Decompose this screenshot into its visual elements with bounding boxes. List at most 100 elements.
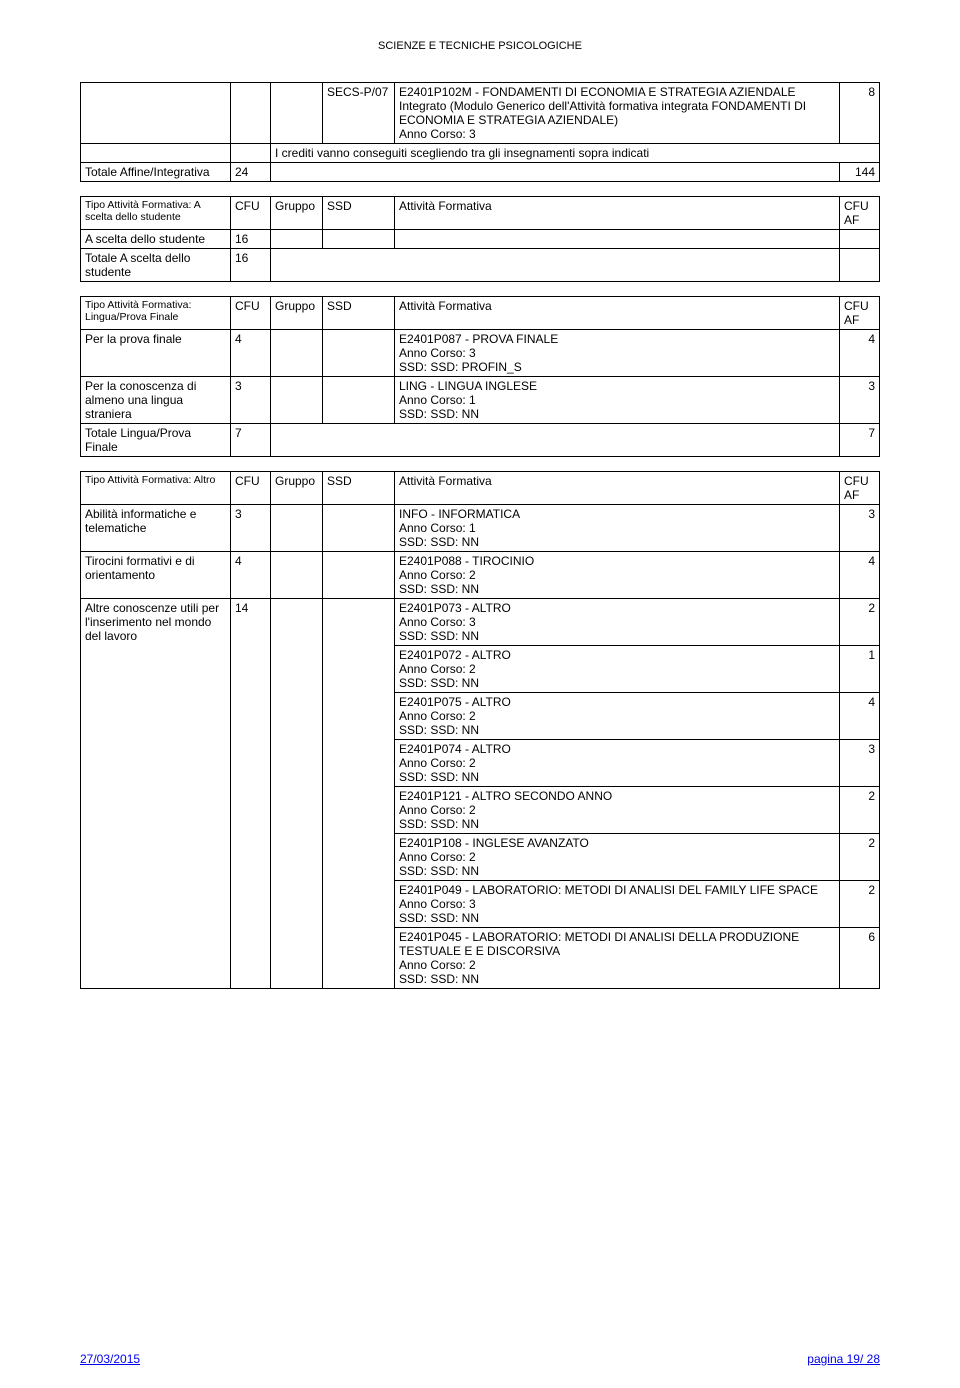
cell-empty (271, 249, 840, 282)
cell-empty (323, 230, 395, 249)
cell-empty (271, 552, 323, 599)
cell-activity: E2401P072 - ALTRO Anno Corso: 2 SSD: SSD… (395, 646, 840, 693)
col-attivita: Attività Formativa (395, 197, 840, 230)
cell-cfu-af: 2 (840, 787, 880, 834)
cell-cfu-af: 6 (840, 928, 880, 989)
cell-empty (323, 377, 395, 424)
cell-total-cfu: 24 (231, 163, 271, 182)
cell-empty (231, 83, 271, 144)
cell-activity: E2401P075 - ALTRO Anno Corso: 2 SSD: SSD… (395, 693, 840, 740)
col-ssd: SSD (323, 297, 395, 330)
cell-cfu-af: 4 (840, 330, 880, 377)
table-row: Abilità informatiche e telematiche 3 INF… (81, 505, 880, 552)
cell-total-label: Totale Lingua/Prova Finale (81, 424, 231, 457)
cell-empty (271, 330, 323, 377)
cell-cfu: 16 (231, 230, 271, 249)
cell-cfu: 14 (231, 599, 271, 989)
table-row: Per la prova finale 4 E2401P087 - PROVA … (81, 330, 880, 377)
col-gruppo: Gruppo (271, 297, 323, 330)
cell-cfu-af: 8 (840, 83, 880, 144)
cell-total-label: Totale Affine/Integrativa (81, 163, 231, 182)
cell-cfu: 3 (231, 377, 271, 424)
table-lingua-prova: Tipo Attività Formativa: Lingua/Prova Fi… (80, 296, 880, 457)
cell-cfu-af: 1 (840, 646, 880, 693)
col-cfu-af: CFU AF (840, 197, 880, 230)
cell-cfu-af: 3 (840, 505, 880, 552)
cell-empty (231, 144, 271, 163)
cell-activity: E2401P049 - LABORATORIO: METODI DI ANALI… (395, 881, 840, 928)
cell-cfu: 3 (231, 505, 271, 552)
cell-cfu-af: 3 (840, 740, 880, 787)
cell-activity: INFO - INFORMATICA Anno Corso: 1 SSD: SS… (395, 505, 840, 552)
cell-row-label: Tirocini formativi e di orientamento (81, 552, 231, 599)
table-row: Per la conoscenza di almeno una lingua s… (81, 377, 880, 424)
cell-empty (271, 599, 323, 989)
col-gruppo: Gruppo (271, 472, 323, 505)
page: SCIENZE E TECNICHE PSICOLOGICHE SECS-P/0… (0, 0, 960, 1388)
cell-empty (271, 424, 840, 457)
cell-empty (271, 163, 840, 182)
col-cfu: CFU (231, 472, 271, 505)
cell-empty (395, 230, 840, 249)
table-affine-integrativa: SECS-P/07 E2401P102M - FONDAMENTI DI ECO… (80, 82, 880, 182)
col-attivita: Attività Formativa (395, 472, 840, 505)
col-gruppo: Gruppo (271, 197, 323, 230)
cell-total-right: 7 (840, 424, 880, 457)
cell-activity: E2401P088 - TIROCINIO Anno Corso: 2 SSD:… (395, 552, 840, 599)
cell-activity: E2401P102M - FONDAMENTI DI ECONOMIA E ST… (395, 83, 840, 144)
cell-empty (840, 230, 880, 249)
cell-empty (271, 230, 323, 249)
cell-type-label: Tipo Attività Formativa: Lingua/Prova Fi… (81, 297, 231, 330)
table-row: A scelta dello studente 16 (81, 230, 880, 249)
cell-empty (323, 552, 395, 599)
cell-row-label: A scelta dello studente (81, 230, 231, 249)
cell-cfu-af: 4 (840, 693, 880, 740)
col-ssd: SSD (323, 472, 395, 505)
cell-cfu-af: 3 (840, 377, 880, 424)
cell-total-cfu: 16 (231, 249, 271, 282)
cell-empty (271, 505, 323, 552)
cell-empty (271, 83, 323, 144)
cell-empty (323, 599, 395, 989)
cell-cfu-af: 2 (840, 881, 880, 928)
table-altro: Tipo Attività Formativa: Altro CFU Grupp… (80, 471, 880, 989)
cell-activity: E2401P074 - ALTRO Anno Corso: 2 SSD: SSD… (395, 740, 840, 787)
cell-row-label: Abilità informatiche e telematiche (81, 505, 231, 552)
cell-type-label: Tipo Attività Formativa: Altro (81, 472, 231, 505)
table-row: I crediti vanno conseguiti scegliendo tr… (81, 144, 880, 163)
col-attivita: Attività Formativa (395, 297, 840, 330)
cell-row-label: Per la conoscenza di almeno una lingua s… (81, 377, 231, 424)
footer-date-link[interactable]: 27/03/2015 (80, 1352, 140, 1366)
cell-cfu-af: 4 (840, 552, 880, 599)
cell-activity: E2401P108 - INGLESE AVANZATO Anno Corso:… (395, 834, 840, 881)
cell-cfu: 4 (231, 330, 271, 377)
cell-activity: E2401P087 - PROVA FINALE Anno Corso: 3 S… (395, 330, 840, 377)
col-cfu-af: CFU AF (840, 297, 880, 330)
footer-page-link[interactable]: pagina 19/ 28 (807, 1352, 880, 1366)
cell-activity: E2401P073 - ALTRO Anno Corso: 3 SSD: SSD… (395, 599, 840, 646)
cell-total-cfu: 7 (231, 424, 271, 457)
table-header-row: Tipo Attività Formativa: A scelta dello … (81, 197, 880, 230)
cell-empty (840, 249, 880, 282)
cell-credits-note: I crediti vanno conseguiti scegliendo tr… (271, 144, 880, 163)
cell-activity: E2401P045 - LABORATORIO: METODI DI ANALI… (395, 928, 840, 989)
cell-empty (323, 330, 395, 377)
cell-type-label: Tipo Attività Formativa: A scelta dello … (81, 197, 231, 230)
col-cfu: CFU (231, 297, 271, 330)
cell-cfu-af: 2 (840, 599, 880, 646)
cell-row-label: Per la prova finale (81, 330, 231, 377)
col-cfu: CFU (231, 197, 271, 230)
cell-empty (271, 377, 323, 424)
cell-empty (81, 144, 231, 163)
table-row: Tirocini formativi e di orientamento 4 E… (81, 552, 880, 599)
cell-activity: LING - LINGUA INGLESE Anno Corso: 1 SSD:… (395, 377, 840, 424)
cell-row-label: Altre conoscenze utili per l'inserimento… (81, 599, 231, 989)
cell-activity: E2401P121 - ALTRO SECONDO ANNO Anno Cors… (395, 787, 840, 834)
col-cfu-af: CFU AF (840, 472, 880, 505)
table-row: Altre conoscenze utili per l'inserimento… (81, 599, 880, 646)
cell-cfu-af: 2 (840, 834, 880, 881)
table-header-row: Tipo Attività Formativa: Altro CFU Grupp… (81, 472, 880, 505)
col-ssd: SSD (323, 197, 395, 230)
cell-ssd: SECS-P/07 (323, 83, 395, 144)
document-header: SCIENZE E TECNICHE PSICOLOGICHE (80, 40, 880, 52)
